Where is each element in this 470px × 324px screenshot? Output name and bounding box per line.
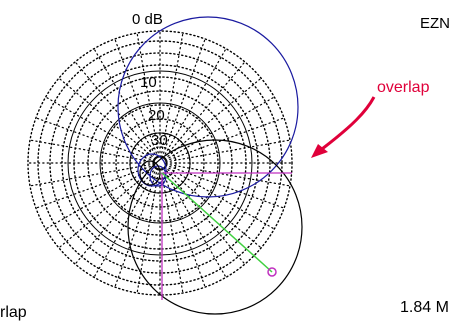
grid-spoke-320 [74,61,157,160]
pattern-traces [117,16,303,315]
grid-spoke-50 [163,77,262,160]
trace-blue-lobe [117,16,299,198]
polar-grid [27,30,293,296]
grid-spoke-10 [160,32,184,158]
grid-spoke-70 [165,117,285,162]
marker-endpoint [267,267,277,277]
marker-line-diagonal [161,172,273,273]
overlap-annotation: overlap [311,79,430,158]
grid-spoke-250 [35,164,155,209]
trace-black-inner [139,160,161,186]
grid-spoke-170 [160,168,184,294]
grid-spoke-110 [165,164,285,209]
ring-label-20: 20 [148,107,165,124]
grid-spoke-150 [162,167,227,278]
grid-ring-2 [49,52,271,274]
overlap-arrow [321,96,376,151]
grid-spoke-240 [45,165,156,230]
grid-ref-ring-2 [99,102,221,224]
bottom-left-label: rlap [0,304,27,321]
ring-label-0db: 0 dB [132,11,163,28]
grid-spoke-220 [74,166,157,265]
grid-spoke-140 [163,166,246,265]
bottom-right-label: 1.84 M [400,299,449,316]
ring-labels: 0 dB 10 20 30 [132,11,168,149]
grid-spoke-190 [136,168,160,294]
grid-spoke-130 [163,166,262,249]
grid-spoke-60 [164,96,275,161]
grid-spoke-80 [165,139,291,163]
ring-label-30: 30 [151,132,168,149]
grid-spoke-350 [136,32,160,158]
grid-spoke-120 [164,165,275,230]
grid-spoke-30 [162,48,227,159]
ring-label-10: 10 [140,74,157,91]
direction-markers [161,172,292,300]
grid-spoke-280 [29,139,155,163]
grid-ring-7 [115,118,205,208]
grid-spoke-290 [35,117,155,162]
grid-ref-ring-3 [129,132,191,194]
grid-spoke-310 [58,77,157,160]
grid-spoke-230 [58,166,157,249]
grid-spoke-330 [93,48,158,159]
grid-spoke-100 [165,163,291,187]
grid-spoke-200 [114,168,159,288]
grid-spoke-340 [114,38,159,158]
grid-spoke-210 [93,167,158,278]
trace-blue-inner-1 [137,153,167,187]
grid-spoke-300 [45,96,156,161]
trace-black-lobe [127,139,303,315]
grid-ref-ring-1 [67,70,253,256]
grid-spoke-260 [29,163,155,187]
grid-spoke-20 [161,38,206,158]
grid-spoke-160 [161,168,206,288]
overlap-arrow-head [311,144,328,158]
grid-spoke-40 [163,61,246,160]
top-right-label: EZN [420,15,450,32]
overlap-label: overlap [377,79,430,96]
grid-ring-6 [101,104,219,222]
